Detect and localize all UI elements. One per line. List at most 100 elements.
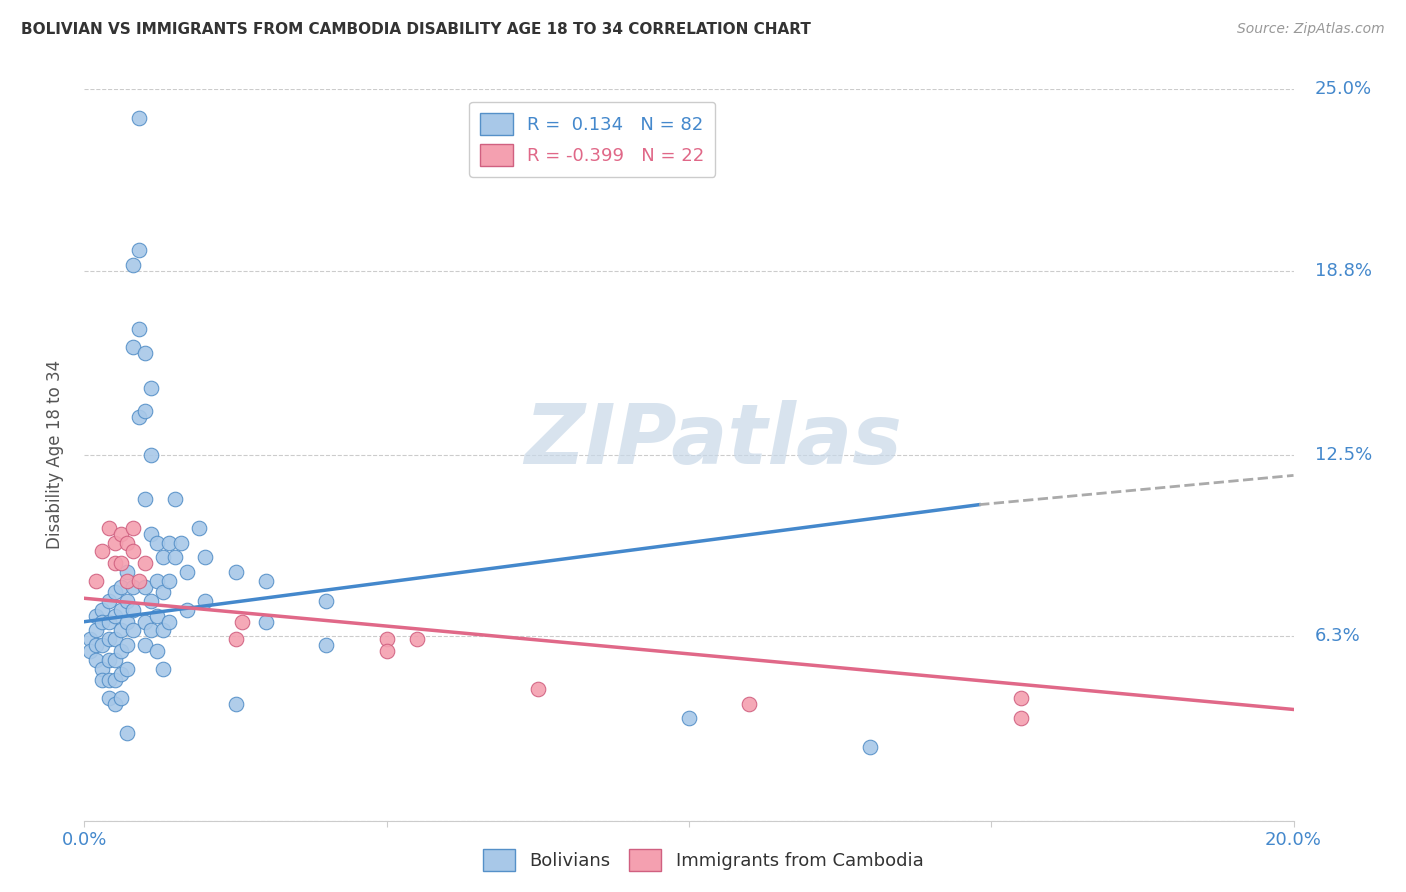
Point [152,585,174,599]
Point [163,550,186,565]
Point [738,697,761,711]
Point [134,404,156,418]
Point [526,681,548,696]
Point [225,632,247,647]
Point [170,535,193,549]
Point [146,574,169,588]
Point [163,491,186,506]
Point [110,603,132,617]
Point [110,527,132,541]
Point [97,632,120,647]
Point [188,521,211,535]
Point [115,726,138,740]
Point [110,690,132,705]
Point [128,322,150,336]
Point [86,574,108,588]
Point [315,594,337,608]
Text: 18.8%: 18.8% [1315,261,1372,279]
Point [254,574,277,588]
Point [152,661,174,675]
Point [254,615,277,629]
Point [157,615,180,629]
Legend: Bolivians, Immigrants from Cambodia: Bolivians, Immigrants from Cambodia [475,842,931,879]
Point [231,615,253,629]
Point [86,624,108,638]
Point [115,565,138,579]
Point [110,580,132,594]
Point [146,644,169,658]
Point [115,535,138,549]
Point [86,638,108,652]
Point [79,632,101,647]
Text: BOLIVIAN VS IMMIGRANTS FROM CAMBODIA DISABILITY AGE 18 TO 34 CORRELATION CHART: BOLIVIAN VS IMMIGRANTS FROM CAMBODIA DIS… [21,22,811,37]
Point [157,535,180,549]
Text: 25.0%: 25.0% [1315,80,1372,98]
Point [91,544,114,558]
Point [104,632,127,647]
Point [97,690,120,705]
Point [146,608,169,623]
Point [139,624,162,638]
Point [406,632,429,647]
Point [115,574,138,588]
Point [121,624,143,638]
Point [86,608,108,623]
Point [859,740,882,755]
Point [225,697,247,711]
Point [157,574,180,588]
Point [678,711,700,725]
Point [1010,690,1032,705]
Point [375,644,398,658]
Point [115,594,138,608]
Point [104,673,127,688]
Point [121,603,143,617]
Point [91,673,114,688]
Point [115,638,138,652]
Point [194,550,217,565]
Point [104,608,127,623]
Point [121,580,143,594]
Point [91,615,114,629]
Point [194,594,217,608]
Point [104,697,127,711]
Point [1010,711,1032,725]
Point [97,673,120,688]
Point [110,644,132,658]
Point [176,565,198,579]
Point [115,661,138,675]
Legend: R =  0.134   N = 82, R = -0.399   N = 22: R = 0.134 N = 82, R = -0.399 N = 22 [470,102,716,177]
Point [104,585,127,599]
Point [104,653,127,667]
Point [134,556,156,570]
Point [152,550,174,565]
Point [110,667,132,681]
Point [128,243,150,257]
Point [134,638,156,652]
Point [79,644,101,658]
Point [121,521,143,535]
Point [104,535,127,549]
Point [91,661,114,675]
Point [146,535,169,549]
Point [91,603,114,617]
Point [315,638,337,652]
Text: Source: ZipAtlas.com: Source: ZipAtlas.com [1237,22,1385,37]
Text: ZIPatlas: ZIPatlas [524,400,903,481]
Text: 6.3%: 6.3% [1315,627,1361,645]
Point [139,594,162,608]
Point [139,448,162,462]
Point [115,615,138,629]
Point [97,594,120,608]
Point [128,112,150,126]
Y-axis label: Disability Age 18 to 34: Disability Age 18 to 34 [45,360,63,549]
Point [121,258,143,272]
Point [134,345,156,359]
Point [121,544,143,558]
Point [128,409,150,424]
Point [139,527,162,541]
Point [97,521,120,535]
Point [134,580,156,594]
Point [110,624,132,638]
Text: 12.5%: 12.5% [1315,446,1372,464]
Point [121,340,143,354]
